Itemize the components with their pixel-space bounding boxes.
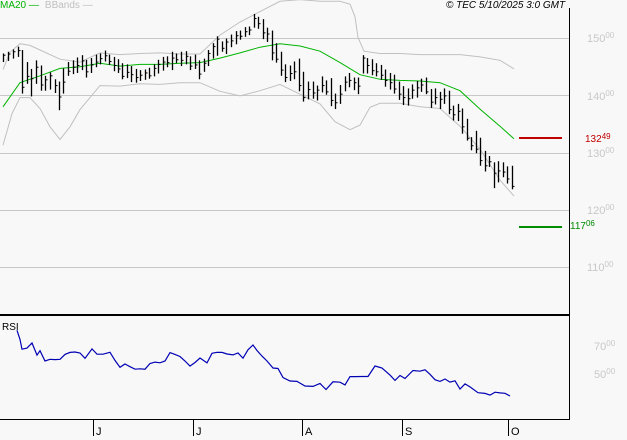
rsi-tick-label: 5000 [594, 367, 616, 381]
price-tick-label: 15000 [587, 31, 615, 45]
support-level-label: 11706 [570, 219, 595, 232]
legend-bbands: BBands — [44, 0, 93, 11]
x-tick-label: J [196, 426, 202, 438]
price-tick-label: 13000 [587, 146, 615, 160]
chart-legend: MA20 — BBands — [0, 0, 93, 11]
resistance-level-label: 13249 [585, 132, 611, 145]
rsi-panel-title: RSI [2, 322, 19, 333]
bb-lower-line [2, 82, 515, 197]
x-tick-label: A [305, 426, 313, 438]
rsi-line [16, 330, 511, 397]
rsi-tick-label: 7000 [594, 339, 616, 353]
price-tick-label: 14000 [587, 89, 615, 103]
x-tick-label: S [405, 426, 413, 438]
legend-ma20: MA20 — [0, 0, 39, 11]
x-tick-label: O [511, 426, 520, 438]
price-tick-label: 11000 [587, 260, 614, 274]
bb-upper-line [2, 0, 515, 70]
x-tick-label: J [96, 426, 102, 438]
price-tick-label: 12000 [587, 203, 615, 217]
copyright-timestamp: © TEC 5/10/2025 3:0 GMT [446, 0, 566, 11]
